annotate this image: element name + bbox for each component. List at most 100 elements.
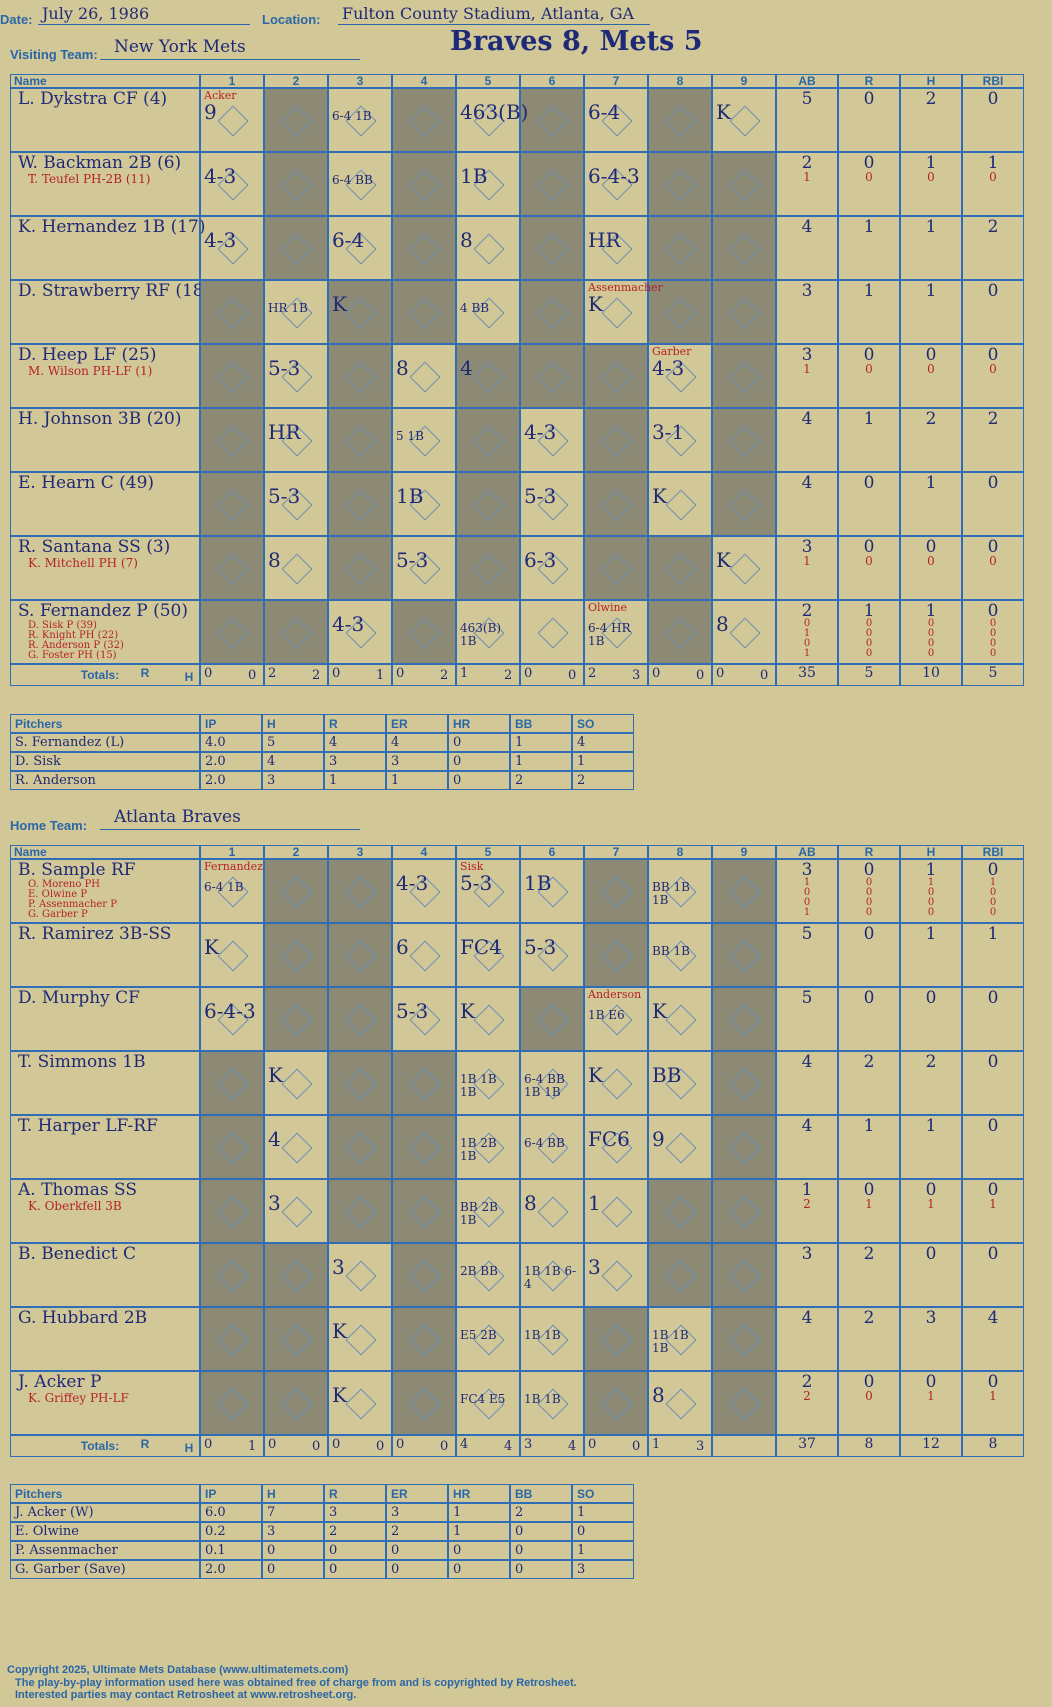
pitcher-stat: 1 [448, 1503, 510, 1522]
stat-cell [900, 88, 962, 152]
base-diamond [665, 553, 697, 585]
substitute-name: O. Moreno PH [28, 879, 101, 890]
player-name-cell [10, 280, 200, 344]
base-diamond [217, 1196, 249, 1228]
base-diamond [729, 361, 761, 393]
stat-cell [962, 1051, 1024, 1115]
play-notation: 6-4 BB [524, 1136, 565, 1150]
sub-stat-value: 0 [803, 618, 811, 629]
base-diamond [217, 553, 249, 585]
stat-value: 4 [801, 1116, 813, 1136]
base-diamond [217, 617, 249, 649]
stat-value: 1 [925, 281, 937, 301]
pitcher-stat: 4 [262, 752, 324, 771]
base-diamond [409, 169, 441, 201]
stat-cell [838, 600, 900, 664]
pitcher-stat: 1 [572, 1541, 634, 1560]
inning-cell [200, 1307, 264, 1371]
stat-value: 2 [863, 1244, 875, 1264]
inning-cell [264, 152, 328, 216]
pitcher-table-header: IP [200, 1484, 262, 1503]
play-notation: 1B E6 [588, 1008, 625, 1022]
pitcher-stat: 0 [448, 733, 510, 752]
inning-cell [712, 600, 776, 664]
inning-cell [584, 1371, 648, 1435]
play-notation: FC4 [460, 935, 502, 959]
play-notation: 6-3 [524, 548, 557, 572]
play-notation: FC6 [588, 1127, 630, 1151]
inning-cell [584, 923, 648, 987]
base-diamond [601, 489, 633, 521]
inning-cell [584, 408, 648, 472]
play-notation: 6 [396, 935, 409, 959]
stat-cell [900, 152, 962, 216]
stat-value: 1 [987, 924, 999, 944]
stat-cell [776, 1307, 838, 1371]
inning-cell [200, 280, 264, 344]
inning-header-cell [392, 74, 456, 88]
pitcher-table-header: SO [572, 1484, 634, 1503]
play-notation: 8 [524, 1191, 537, 1215]
stat-value: 2 [987, 409, 999, 429]
inning-header-cell [712, 74, 776, 88]
inning-runs-total: 1 [652, 1437, 661, 1452]
base-diamond [729, 1260, 761, 1292]
player-name: B. Sample RF [18, 860, 136, 880]
inning-header: 3 [356, 845, 364, 859]
play-notation: 1B [460, 164, 488, 188]
sub-stat-value: 0 [865, 877, 873, 888]
visitor-scorecard: Name 1 2 3 4 5 6 7 8 9 AB R H RBI L. Dykstra CF (4) 5 0 2… [10, 74, 1032, 700]
play-notation: 1B [396, 484, 424, 508]
inning-cell [712, 472, 776, 536]
inning-cell [584, 536, 648, 600]
inning-cell [712, 1179, 776, 1243]
inning-cell [648, 1243, 712, 1307]
sub-stat-value: 0 [989, 618, 997, 629]
inning-cell [200, 1243, 264, 1307]
inning-cell [200, 1115, 264, 1179]
base-diamond [729, 1196, 761, 1228]
totals-label-cell [10, 1435, 200, 1457]
inning-cell [200, 600, 264, 664]
substitute-name: P. Assenmacher P [28, 899, 117, 910]
stat-cell [838, 1179, 900, 1243]
inning-cell [264, 472, 328, 536]
base-diamond [345, 553, 377, 585]
stat-value: 0 [863, 988, 875, 1008]
sub-stat-value: 1 [989, 1389, 997, 1403]
sub-stat-value: 0 [927, 648, 935, 659]
inning-cell [520, 152, 584, 216]
inning-hits-total: 0 [696, 668, 705, 683]
pitcher-stat: 1 [448, 1522, 510, 1541]
sub-stat-value: 0 [927, 897, 935, 908]
play-notation: 1B [524, 871, 552, 895]
base-diamond [537, 1004, 569, 1036]
player-name: G. Hubbard 2B [18, 1308, 148, 1328]
stat-value: 1 [925, 217, 937, 237]
play-notation: 4-3 [652, 356, 685, 380]
inning-header: 2 [292, 74, 300, 88]
stat-cell [838, 1115, 900, 1179]
inning-total-cell [264, 1435, 328, 1457]
base-diamond [665, 1196, 697, 1228]
play-notation: 1B 1B 1B [652, 1328, 689, 1355]
inning-cell [392, 600, 456, 664]
inning-cell [200, 987, 264, 1051]
visiting-team-name: New York Mets [114, 37, 246, 57]
stat-value: 2 [863, 1308, 875, 1328]
pitcher-stat: 1 [572, 752, 634, 771]
player-name: D. Murphy CF [18, 988, 140, 1008]
inning-cell [264, 987, 328, 1051]
sub-stat-value: 1 [989, 877, 997, 888]
inning-hits-total: 0 [632, 1439, 641, 1454]
stat-total-cell [962, 664, 1024, 686]
stat-value: 2 [863, 1052, 875, 1072]
inning-runs-total: 0 [396, 1437, 405, 1452]
inning-total-cell [392, 664, 456, 686]
play-notation: BB [652, 1063, 682, 1087]
player-name-cell [10, 923, 200, 987]
stat-value: 3 [801, 537, 813, 557]
inning-runs-total: 0 [396, 666, 405, 681]
inning-hits-total: 0 [760, 668, 769, 683]
sub-stat-value: 0 [989, 887, 997, 898]
